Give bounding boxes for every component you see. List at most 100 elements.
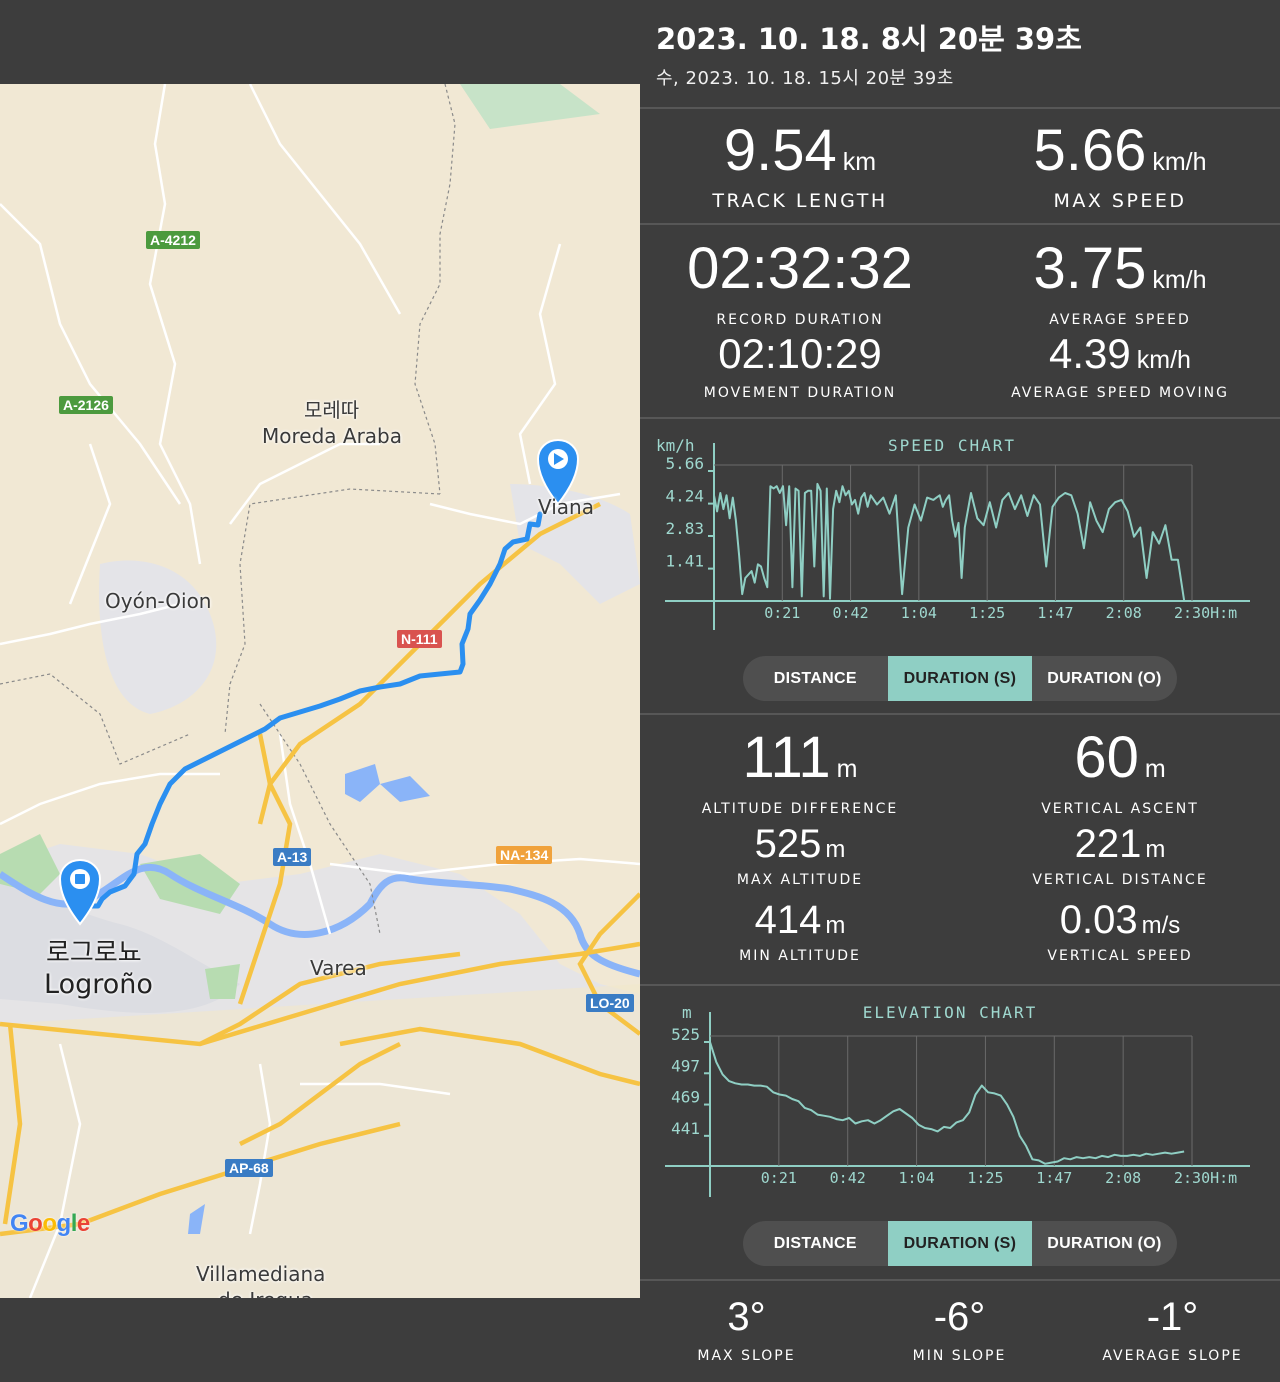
stat-max-altitude: 525 m MAX ALTITUDE xyxy=(640,824,960,888)
x-tick-label: 2:30H:m xyxy=(1174,1169,1237,1187)
stat-value: -1° xyxy=(1146,1295,1199,1339)
divider xyxy=(640,223,1280,225)
stat-unit: m xyxy=(1145,836,1166,863)
x-tick-label: 0:42 xyxy=(830,1169,866,1187)
road-shield-ap68: AP-68 xyxy=(225,1159,273,1177)
x-tick-label: 1:47 xyxy=(1037,604,1073,622)
stat-label: TRACK LENGTH xyxy=(712,190,888,212)
stat-average-speed: 3.75 km/h AVERAGE SPEED xyxy=(960,240,1280,329)
stat-value: 02:32:32 xyxy=(687,236,913,301)
route-map[interactable]: 모레따 Moreda Araba Oyón-Oion Viana 로그로뇨 Lo… xyxy=(0,84,640,1298)
stat-value: 111 xyxy=(742,725,831,790)
stat-unit: m xyxy=(825,912,846,939)
stat-label: MIN SLOPE xyxy=(912,1348,1007,1364)
stat-max-speed: 5.66 km/h MAX SPEED xyxy=(960,122,1280,213)
place-label-varea: Varea xyxy=(310,956,367,980)
stat-value: 5.66 xyxy=(1033,118,1147,183)
stat-label: AVERAGE SPEED xyxy=(1049,312,1191,328)
elevation-chart-axis-toggle[interactable]: DISTANCE DURATION (S) DURATION (O) xyxy=(743,1221,1177,1266)
stat-vertical-distance: 221 m VERTICAL DISTANCE xyxy=(960,824,1280,888)
stat-value: 3° xyxy=(727,1295,766,1339)
x-tick-label: 2:08 xyxy=(1105,1169,1141,1187)
stat-label: MAX SPEED xyxy=(1053,190,1187,212)
stat-label: RECORD DURATION xyxy=(716,312,884,328)
x-tick-label: 2:30H:m xyxy=(1174,604,1237,622)
stat-vertical-speed: 0.03 m/s VERTICAL SPEED xyxy=(960,900,1280,964)
stat-label: VERTICAL DISTANCE xyxy=(1032,872,1208,888)
road-shield-na134: NA-134 xyxy=(496,846,553,864)
stat-label: MOVEMENT DURATION xyxy=(703,385,897,401)
speed-chart-axis-toggle[interactable]: DISTANCE DURATION (S) DURATION (O) xyxy=(743,656,1177,701)
toggle-duration-o[interactable]: DURATION (O) xyxy=(1047,670,1162,687)
route-track xyxy=(85,511,543,909)
toggle-duration-o[interactable]: DURATION (O) xyxy=(1047,1235,1162,1252)
stat-unit: m xyxy=(836,755,858,783)
place-label-villamediana: Villamediana xyxy=(196,1262,326,1286)
x-tick-label: 1:25 xyxy=(967,1169,1003,1187)
elevation-chart-title: ELEVATION CHART xyxy=(863,1003,1038,1022)
stat-unit: m/s xyxy=(1141,912,1181,939)
stat-vertical-ascent: 60 m VERTICAL ASCENT xyxy=(960,729,1280,818)
x-tick-label: 0:42 xyxy=(833,604,869,622)
x-tick-label: 1:04 xyxy=(901,604,937,622)
stat-unit: m xyxy=(825,836,846,863)
stat-value: 525 xyxy=(754,822,822,866)
series-line xyxy=(713,482,1186,602)
toggle-distance[interactable]: DISTANCE xyxy=(773,1235,857,1252)
stat-unit: km/h xyxy=(1136,346,1191,374)
speed-chart: km/h SPEED CHART 5.66 4.24 2.83 1.41 0:21 0:… xyxy=(656,436,1250,630)
stat-label: MIN ALTITUDE xyxy=(739,948,861,964)
stat-label: VERTICAL SPEED xyxy=(1047,948,1193,964)
x-tick-label: 1:04 xyxy=(899,1169,935,1187)
stat-label: MAX SLOPE xyxy=(697,1348,796,1364)
stat-average-speed-moving: 4.39 km/h AVERAGE SPEED MOVING xyxy=(960,330,1280,402)
stat-value: 3.75 xyxy=(1033,236,1147,301)
google-logo: Google xyxy=(10,1210,90,1237)
y-tick-label: 497 xyxy=(671,1056,700,1075)
x-tick-label: 1:47 xyxy=(1036,1169,1072,1187)
stat-unit: m xyxy=(1144,755,1166,783)
stat-value: 414 xyxy=(754,898,822,942)
stat-max-slope: 3° MAX SLOPE xyxy=(640,1295,853,1364)
stat-record-duration: 02:32:32 RECORD DURATION xyxy=(640,240,960,329)
y-tick-label: 525 xyxy=(671,1025,700,1044)
y-tick-label: 5.66 xyxy=(665,454,704,473)
stat-unit: km/h xyxy=(1152,266,1207,294)
stat-label: MAX ALTITUDE xyxy=(736,872,864,888)
toggle-duration-s[interactable]: DURATION (S) xyxy=(887,656,1033,701)
record-subtitle: 수, 2023. 10. 18. 15시 20분 39초 xyxy=(656,68,954,89)
y-tick-label: 1.41 xyxy=(665,552,704,571)
y-tick-label: 441 xyxy=(671,1119,700,1138)
stat-label: VERTICAL ASCENT xyxy=(1041,801,1199,817)
place-label-oyon: Oyón-Oion xyxy=(105,589,212,613)
divider xyxy=(640,713,1280,715)
stat-value: 221 xyxy=(1074,822,1142,866)
place-label-moreda-korean: 모레따 xyxy=(304,398,360,422)
stat-value: 60 xyxy=(1074,725,1139,790)
stat-value: 02:10:29 xyxy=(718,330,882,377)
road-shield-n111: N-111 xyxy=(397,630,442,648)
speed-chart-ylabel: km/h xyxy=(656,436,695,455)
road-shield-lo20: LO-20 xyxy=(586,994,634,1012)
toggle-duration-s[interactable]: DURATION (S) xyxy=(887,1221,1033,1266)
stat-altitude-difference: 111 m ALTITUDE DIFFERENCE xyxy=(640,729,960,818)
toggle-distance[interactable]: DISTANCE xyxy=(773,670,857,687)
y-tick-label: 469 xyxy=(671,1088,700,1107)
x-tick-label: 1:25 xyxy=(969,604,1005,622)
x-tick-label: 0:21 xyxy=(761,1169,797,1187)
divider xyxy=(640,107,1280,109)
road-shield-a13: A-13 xyxy=(273,848,312,866)
map-canvas xyxy=(0,84,640,1298)
series-line xyxy=(709,1041,1185,1165)
stat-label: AVERAGE SLOPE xyxy=(1102,1348,1243,1364)
y-tick-label: 4.24 xyxy=(665,487,704,506)
stat-value: -6° xyxy=(933,1295,986,1339)
stat-label: ALTITUDE DIFFERENCE xyxy=(701,801,899,817)
stat-average-slope: -1° AVERAGE SLOPE xyxy=(1066,1295,1279,1364)
stat-value: 4.39 xyxy=(1049,330,1131,377)
place-label-moreda: Moreda Araba xyxy=(262,424,402,448)
record-title: 2023. 10. 18. 8시 20분 39초 xyxy=(656,22,1082,56)
divider xyxy=(640,417,1280,419)
road-shield-a4212: A-4212 xyxy=(146,231,200,249)
speed-chart-title: SPEED CHART xyxy=(888,436,1016,455)
